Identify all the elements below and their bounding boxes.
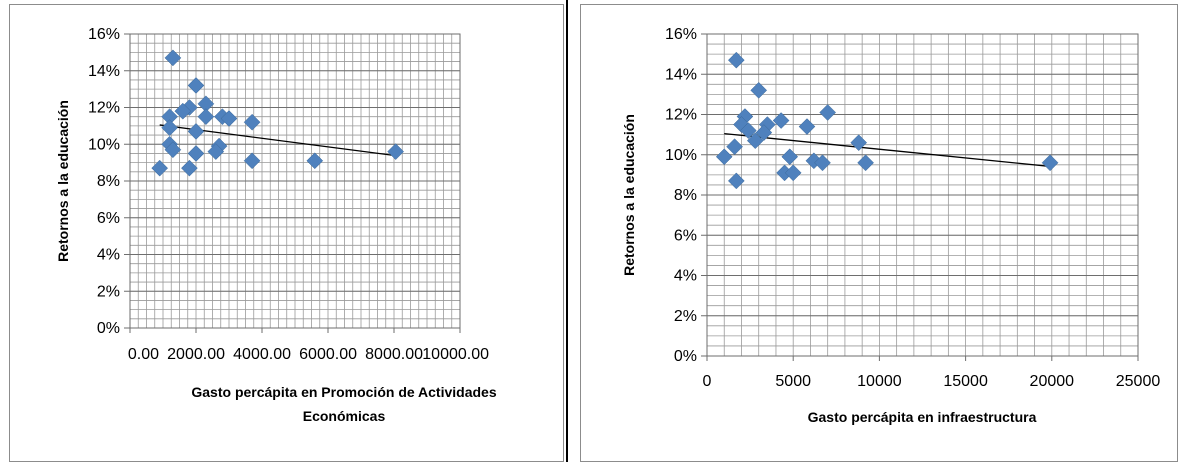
data-point	[857, 154, 874, 172]
data-point	[1041, 154, 1059, 172]
y-tick-label: 6%	[674, 227, 697, 244]
x-axis-title: Económicas	[303, 408, 386, 424]
data-point	[306, 152, 324, 170]
y-tick-label: 8%	[674, 187, 697, 204]
data-point	[164, 49, 182, 67]
x-tick-label: 10000	[857, 373, 902, 390]
y-tick-label: 0%	[97, 320, 120, 337]
data-point	[727, 172, 745, 190]
y-tick-label: 12%	[88, 100, 120, 117]
x-tick-label: 25000	[1116, 373, 1161, 390]
data-point	[207, 143, 225, 160]
y-tick-label: 2%	[97, 283, 120, 300]
data-point	[243, 152, 261, 170]
x-axis-title: Gasto percápita en infraestructura	[808, 409, 1037, 425]
data-point	[164, 141, 182, 159]
data-point	[798, 118, 816, 135]
panel-divider	[566, 0, 568, 462]
x-tick-label: 15000	[943, 373, 988, 390]
data-point	[814, 154, 831, 172]
y-tick-label: 16%	[88, 26, 120, 43]
x-tick-label: 5000	[775, 373, 811, 390]
y-tick-label: 6%	[97, 210, 120, 227]
data-point	[784, 164, 802, 182]
y-tick-label: 2%	[674, 308, 697, 325]
data-point	[772, 112, 790, 129]
data-point	[181, 159, 198, 177]
x-tick-label: 10000.00	[422, 346, 489, 363]
x-tick-label: 0.00	[128, 346, 159, 363]
data-point	[727, 51, 745, 69]
data-point	[715, 148, 733, 166]
data-point	[387, 143, 405, 160]
data-point	[746, 132, 764, 150]
data-point	[151, 159, 169, 177]
y-tick-label: 8%	[97, 173, 120, 190]
data-point	[755, 124, 773, 141]
y-tick-label: 12%	[665, 107, 697, 124]
trendline	[724, 132, 1051, 168]
data-point	[187, 123, 205, 140]
y-tick-label: 14%	[88, 63, 120, 80]
data-point	[243, 113, 261, 131]
y-tick-label: 0%	[674, 348, 697, 365]
y-tick-label: 4%	[674, 268, 697, 285]
y-tick-label: 10%	[665, 147, 697, 164]
data-point	[161, 119, 178, 137]
data-point	[850, 134, 868, 152]
data-point	[750, 81, 768, 99]
data-point	[781, 148, 799, 166]
y-axis-title: Retornos a la educación	[55, 100, 71, 262]
y-tick-label: 16%	[665, 26, 697, 43]
data-point	[726, 138, 743, 156]
x-tick-label: 20000	[1030, 373, 1075, 390]
y-tick-label: 14%	[665, 66, 697, 83]
x-axis-title: Gasto percápita en Promoción de Activida…	[191, 384, 496, 400]
data-point	[819, 104, 837, 121]
data-point	[197, 108, 215, 126]
plot-area-border	[706, 33, 1139, 357]
x-tick-label: 0	[703, 373, 712, 390]
data-point	[174, 102, 192, 120]
data-point	[740, 122, 757, 139]
y-axis-title: Retornos a la educación	[621, 114, 637, 276]
data-point	[187, 145, 205, 162]
x-tick-label: 2000.00	[167, 346, 225, 363]
y-tick-label: 4%	[97, 247, 120, 264]
x-tick-label: 6000.00	[299, 346, 357, 363]
x-tick-label: 8000.00	[365, 346, 423, 363]
data-point	[220, 110, 238, 127]
plot-area-border	[129, 33, 461, 329]
data-point	[187, 77, 205, 94]
y-tick-label: 10%	[88, 136, 120, 153]
x-tick-label: 4000.00	[233, 346, 291, 363]
